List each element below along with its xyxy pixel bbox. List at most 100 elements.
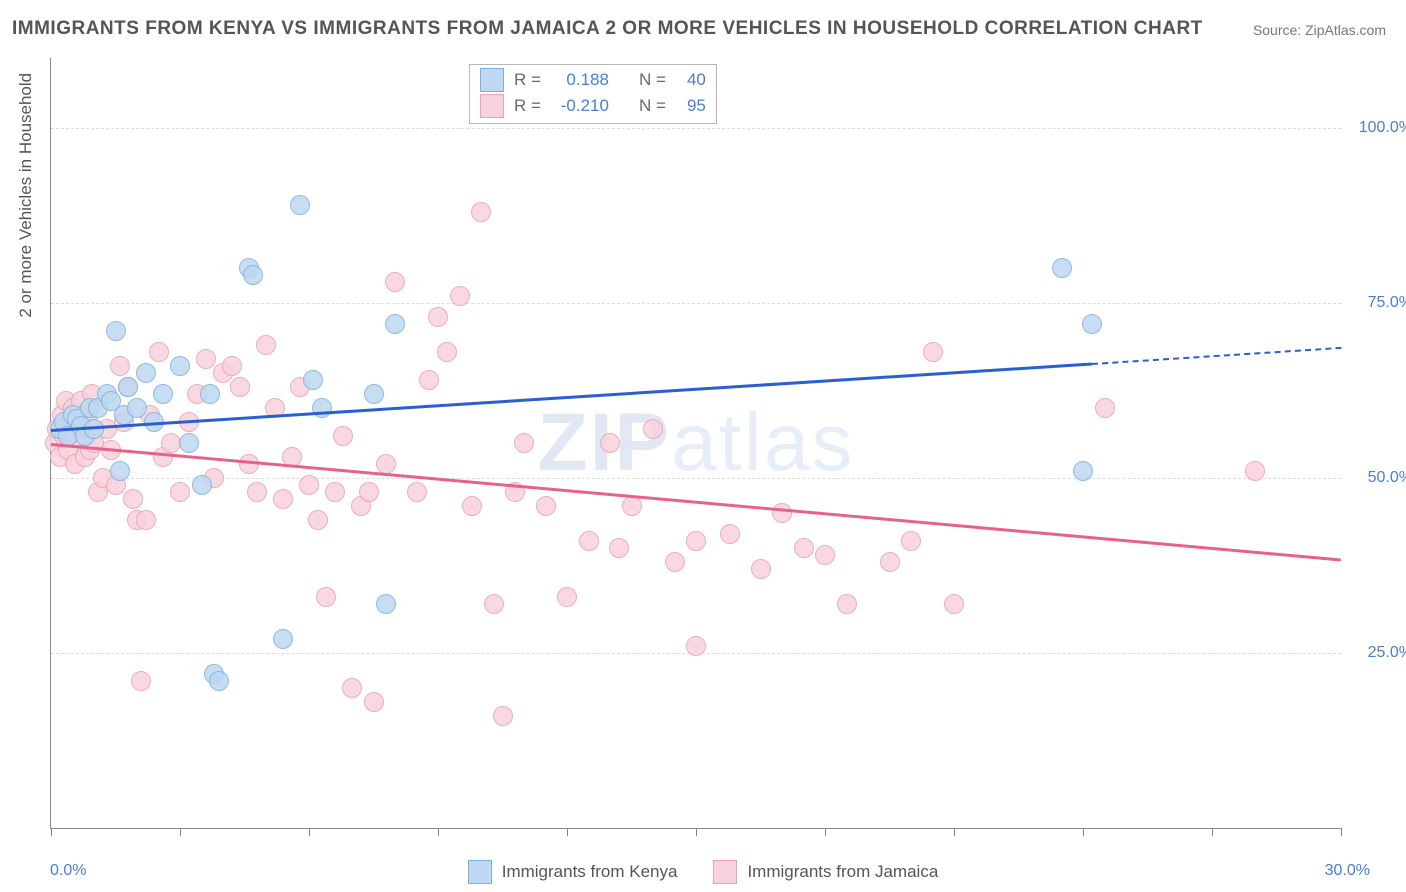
kenya-point	[364, 384, 384, 404]
kenya-point	[1052, 258, 1072, 278]
jamaica-point	[471, 202, 491, 222]
jamaica-point	[609, 538, 629, 558]
kenya-point	[153, 384, 173, 404]
jamaica-point	[944, 594, 964, 614]
jamaica-point	[600, 433, 620, 453]
gridline	[51, 303, 1341, 304]
jamaica-point	[149, 342, 169, 362]
jamaica-point	[462, 496, 482, 516]
x-tick	[1341, 828, 1342, 836]
jamaica-point	[686, 531, 706, 551]
kenya-swatch	[468, 860, 492, 884]
x-tick	[1083, 828, 1084, 836]
jamaica-point	[407, 482, 427, 502]
legend-label-jamaica: Immigrants from Jamaica	[747, 862, 938, 882]
jamaica-point	[131, 671, 151, 691]
kenya-point	[179, 433, 199, 453]
jamaica-point	[643, 419, 663, 439]
jamaica-point	[376, 454, 396, 474]
jamaica-point	[325, 482, 345, 502]
jamaica-swatch	[713, 860, 737, 884]
kenya-point	[290, 195, 310, 215]
jamaica-point	[557, 587, 577, 607]
jamaica-point	[230, 377, 250, 397]
jamaica-point	[880, 552, 900, 572]
n-label: N =	[639, 70, 666, 90]
plot-area: ZIPatlas R = 0.188 N = 40 R = -0.210 N =…	[50, 58, 1341, 829]
gridline	[51, 478, 1341, 479]
jamaica-point	[794, 538, 814, 558]
jamaica-point	[493, 706, 513, 726]
jamaica-point	[308, 510, 328, 530]
x-tick	[954, 828, 955, 836]
stats-row-kenya: R = 0.188 N = 40	[480, 67, 706, 93]
kenya-n-value: 40	[676, 70, 706, 90]
jamaica-point	[514, 433, 534, 453]
jamaica-swatch	[480, 94, 504, 118]
jamaica-point	[316, 587, 336, 607]
jamaica-point	[196, 349, 216, 369]
chart-container: { "title": "IMMIGRANTS FROM KENYA VS IMM…	[0, 0, 1406, 892]
y-axis-title: 2 or more Vehicles in Household	[16, 73, 36, 318]
x-tick	[51, 828, 52, 836]
legend-item-kenya: Immigrants from Kenya	[468, 860, 678, 884]
jamaica-point	[484, 594, 504, 614]
r-label: R =	[514, 96, 541, 116]
jamaica-point	[751, 559, 771, 579]
jamaica-point	[837, 594, 857, 614]
x-tick	[438, 828, 439, 836]
jamaica-point	[815, 545, 835, 565]
kenya-point	[312, 398, 332, 418]
jamaica-point	[364, 692, 384, 712]
jamaica-point	[720, 524, 740, 544]
jamaica-point	[428, 307, 448, 327]
kenya-point	[170, 356, 190, 376]
kenya-point	[110, 461, 130, 481]
chart-title: IMMIGRANTS FROM KENYA VS IMMIGRANTS FROM…	[12, 18, 1203, 40]
kenya-r-value: 0.188	[551, 70, 609, 90]
legend-item-jamaica: Immigrants from Jamaica	[713, 860, 938, 884]
kenya-point	[192, 475, 212, 495]
jamaica-point	[385, 272, 405, 292]
y-tick-label: 25.0%	[1368, 644, 1406, 662]
jamaica-point	[136, 510, 156, 530]
jamaica-point	[923, 342, 943, 362]
kenya-trendline-extrap	[1092, 346, 1342, 364]
kenya-point	[200, 384, 220, 404]
x-tick	[1212, 828, 1213, 836]
watermark: ZIPatlas	[538, 396, 855, 490]
kenya-point	[136, 363, 156, 383]
jamaica-point	[901, 531, 921, 551]
jamaica-point	[1095, 398, 1115, 418]
x-tick	[696, 828, 697, 836]
jamaica-point	[772, 503, 792, 523]
jamaica-point	[1245, 461, 1265, 481]
jamaica-point	[222, 356, 242, 376]
jamaica-r-value: -0.210	[551, 96, 609, 116]
x-tick	[309, 828, 310, 836]
stats-row-jamaica: R = -0.210 N = 95	[480, 93, 706, 119]
jamaica-point	[247, 482, 267, 502]
series-legend: Immigrants from Kenya Immigrants from Ja…	[0, 860, 1406, 884]
jamaica-point	[239, 454, 259, 474]
jamaica-point	[437, 342, 457, 362]
jamaica-n-value: 95	[676, 96, 706, 116]
kenya-point	[1073, 461, 1093, 481]
jamaica-point	[686, 636, 706, 656]
x-tick	[567, 828, 568, 836]
jamaica-point	[450, 286, 470, 306]
y-tick-label: 50.0%	[1368, 469, 1406, 487]
jamaica-point	[110, 356, 130, 376]
kenya-point	[376, 594, 396, 614]
jamaica-point	[665, 552, 685, 572]
kenya-point	[273, 629, 293, 649]
kenya-point	[243, 265, 263, 285]
jamaica-point	[299, 475, 319, 495]
jamaica-point	[273, 489, 293, 509]
x-tick	[180, 828, 181, 836]
y-tick-label: 100.0%	[1359, 119, 1406, 137]
stats-legend: R = 0.188 N = 40 R = -0.210 N = 95	[469, 64, 717, 124]
kenya-swatch	[480, 68, 504, 92]
source-attribution: Source: ZipAtlas.com	[1253, 22, 1386, 38]
r-label: R =	[514, 70, 541, 90]
